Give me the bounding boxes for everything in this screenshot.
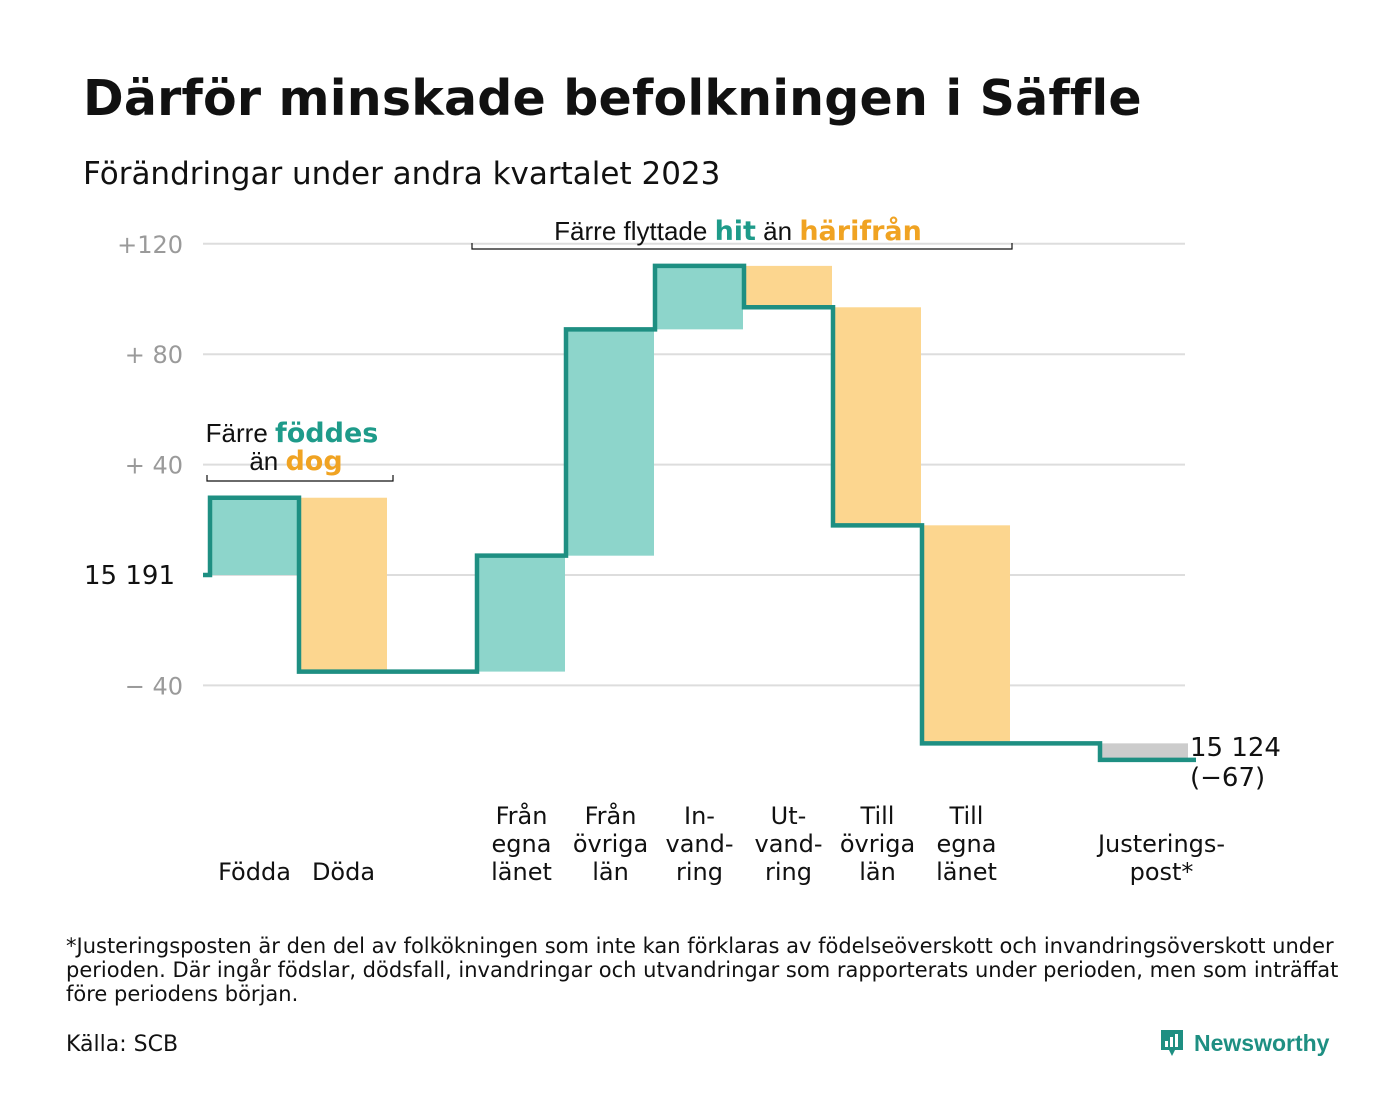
category-label: Födda (218, 858, 291, 886)
bar-från-egna-länet (477, 555, 565, 672)
end-value-label: 15 124 (1190, 733, 1281, 763)
end-change-label: (−67) (1190, 763, 1265, 793)
category-label: egna (492, 830, 552, 858)
bar-till-övriga-län (833, 307, 921, 526)
newsworthy-logo-icon (1161, 1030, 1183, 1056)
chart-title: Därför minskade befolkningen i Säffle (83, 70, 1142, 127)
footnote: *Justeringsposten är den del av folkökni… (66, 934, 1339, 1006)
brand-name: Newsworthy (1194, 1029, 1330, 1056)
category-label: länet (936, 858, 997, 886)
y-tick-label: + 40 (125, 452, 183, 480)
start-value-label: 15 191 (84, 561, 175, 591)
migration-annotation-part: än (756, 216, 799, 246)
migration-annotation: Färre flyttade hit än härifrån (554, 215, 922, 247)
births-annotation-line1-part: föddes (275, 418, 378, 449)
category-label: Döda (312, 858, 375, 886)
y-tick-label: − 40 (125, 672, 183, 700)
category-label: Till (949, 802, 984, 830)
bar-utvandring (744, 265, 832, 308)
category-label: länet (491, 858, 552, 886)
y-tick-label: + 80 (125, 341, 183, 369)
category-label: ring (765, 858, 812, 886)
category-label: vand- (754, 830, 822, 858)
bar-döda (299, 497, 387, 672)
births-annotation-line1-part: Färre (206, 418, 275, 448)
category-label: Från (585, 801, 637, 830)
migration-annotation-part: härifrån (799, 215, 922, 247)
category-label: övriga (573, 830, 648, 858)
brand: Newsworthy (1158, 1027, 1329, 1059)
category-label: län (859, 858, 896, 886)
migration-annotation-part: Färre flyttade (554, 216, 714, 246)
births-bracket (206, 475, 394, 482)
category-label: post* (1130, 858, 1194, 886)
cumulative-line (203, 263, 1196, 763)
category-label: Till (860, 802, 895, 830)
category-label: Ut- (771, 802, 807, 830)
category-label: In- (684, 802, 715, 830)
category-label: vand- (665, 830, 733, 858)
bar-justeringspost- (1100, 743, 1188, 760)
births-annotation-line1: Färre föddes (206, 418, 379, 449)
births-annotation-line2-part: dog (285, 446, 342, 477)
births-annotation-line2: än dog (249, 446, 342, 477)
source-label: Källa: SCB (66, 1032, 179, 1057)
category-label: egna (937, 830, 997, 858)
bar-invandring (655, 265, 743, 330)
category-label: ring (676, 858, 723, 886)
category-label: Justerings- (1096, 830, 1225, 858)
y-tick-label: +120 (117, 231, 183, 259)
births-annotation-line2-part: än (249, 446, 285, 476)
bar-födda (210, 497, 298, 575)
bar-från-övriga-län (566, 329, 654, 556)
migration-annotation-part: hit (715, 216, 756, 247)
chart-subtitle: Förändringar under andra kvartalet 2023 (83, 156, 721, 192)
migration-bracket (471, 243, 1013, 250)
category-label: län (592, 858, 629, 886)
category-label: Från (496, 801, 548, 830)
category-label: övriga (840, 830, 915, 858)
bar-till-egna-länet (922, 525, 1010, 744)
